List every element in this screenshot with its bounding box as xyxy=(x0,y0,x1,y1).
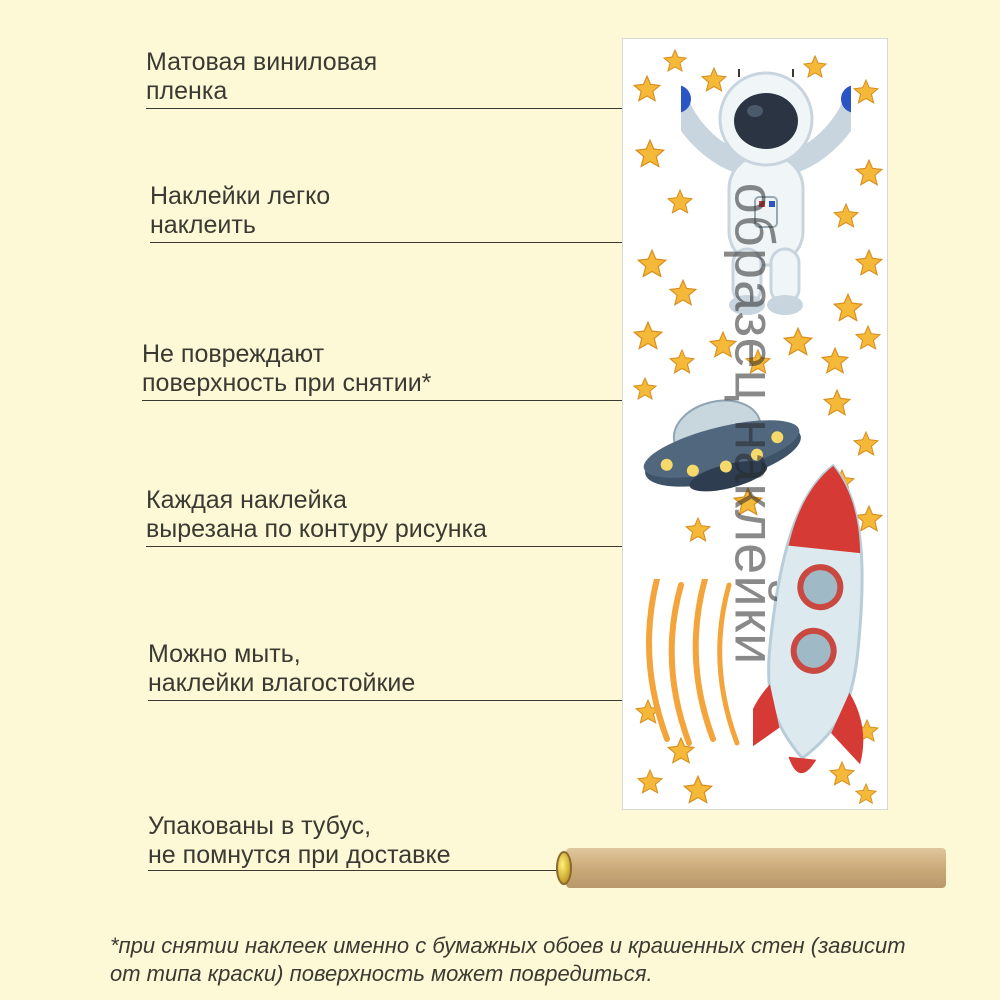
callout-1-line2: пленка xyxy=(146,77,377,106)
flame-icon xyxy=(637,579,747,749)
star-icon xyxy=(633,321,663,351)
lead-1 xyxy=(146,108,624,109)
callout-4-line1: Каждая наклейка xyxy=(146,486,487,515)
star-icon xyxy=(745,349,771,375)
callout-5-line2: наклейки влагостойкие xyxy=(148,669,415,698)
callout-2-line1: Наклейки легко xyxy=(150,182,330,211)
callout-3-line1: Не повреждают xyxy=(142,340,431,369)
astronaut-icon xyxy=(681,69,851,319)
callout-4-line2: вырезана по контуру рисунка xyxy=(146,515,487,544)
star-icon xyxy=(855,249,883,277)
star-icon xyxy=(683,775,713,805)
callout-2-line2: наклеить xyxy=(150,211,330,240)
footnote-text: *при снятии наклеек именно с бумажных об… xyxy=(110,932,910,987)
star-icon xyxy=(853,431,879,457)
callout-2: Наклейки легко наклеить xyxy=(150,182,330,240)
lead-5 xyxy=(148,700,624,701)
star-icon xyxy=(685,517,711,543)
callout-6: Упакованы в тубус, не помнутся при доста… xyxy=(148,812,451,870)
star-icon xyxy=(669,349,695,375)
star-icon xyxy=(823,389,851,417)
star-icon xyxy=(635,139,665,169)
callout-1: Матовая виниловая пленка xyxy=(146,48,377,106)
product-sticker-sheet: образец наклейки xyxy=(622,38,888,810)
callout-5: Можно мыть, наклейки влагостойкие xyxy=(148,640,415,698)
packaging-tube xyxy=(556,848,946,888)
lead-6 xyxy=(148,870,560,871)
lead-2 xyxy=(150,242,624,243)
star-icon xyxy=(709,331,737,359)
callout-6-line2: не помнутся при доставке xyxy=(148,841,451,870)
lead-4 xyxy=(146,546,624,547)
star-icon xyxy=(855,783,877,805)
tube-cap xyxy=(556,851,572,885)
callout-4: Каждая наклейка вырезана по контуру рису… xyxy=(146,486,487,544)
callout-3-line2: поверхность при снятии* xyxy=(142,369,431,398)
star-icon xyxy=(633,75,661,103)
callout-6-line1: Упакованы в тубус, xyxy=(148,812,451,841)
star-icon xyxy=(783,327,813,357)
callout-3: Не повреждают поверхность при снятии* xyxy=(142,340,431,398)
callout-5-line1: Можно мыть, xyxy=(148,640,415,669)
star-icon xyxy=(637,769,663,795)
star-icon xyxy=(855,325,881,351)
lead-3 xyxy=(142,400,624,401)
star-icon xyxy=(853,79,879,105)
tube-body xyxy=(566,848,946,888)
star-icon xyxy=(855,159,883,187)
star-icon xyxy=(637,249,667,279)
star-icon xyxy=(821,347,849,375)
callout-1-line1: Матовая виниловая xyxy=(146,48,377,77)
rocket-icon xyxy=(753,459,881,779)
